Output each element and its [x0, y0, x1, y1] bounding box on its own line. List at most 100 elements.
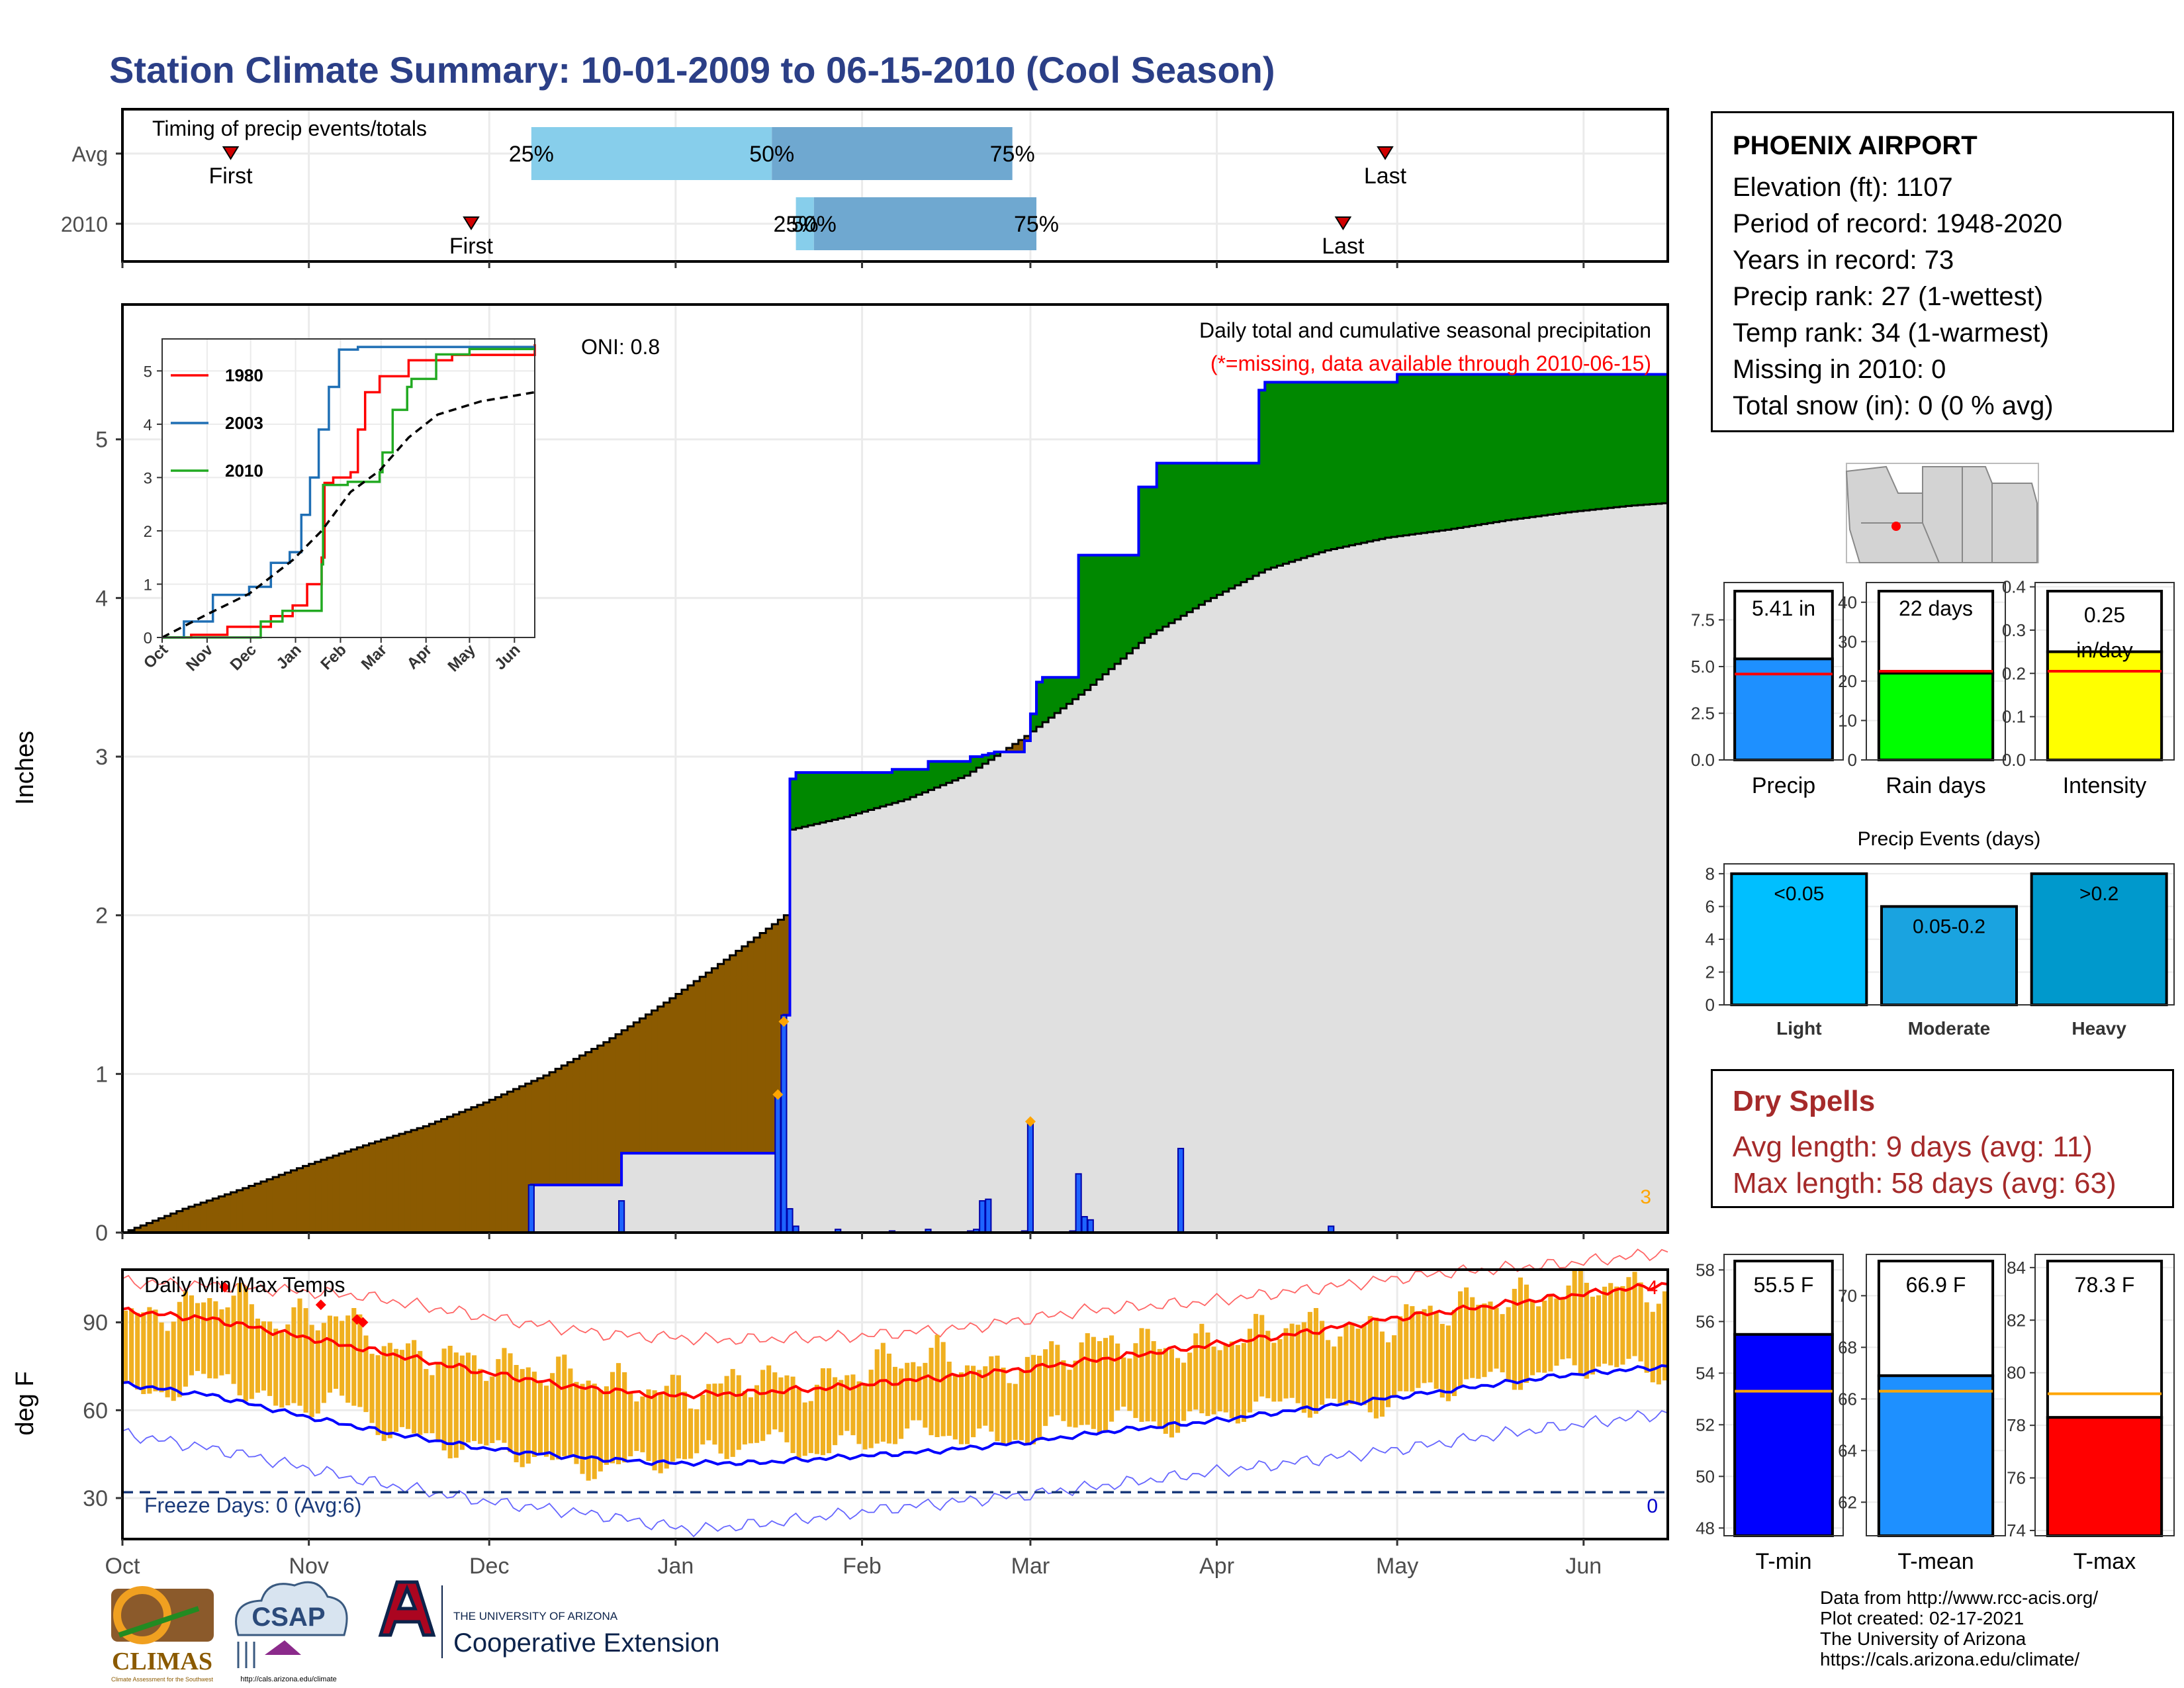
climas-logo-subtext: Climate Assessment for the Southwest	[111, 1676, 214, 1683]
main-daily-bar	[786, 1208, 794, 1233]
events-category-label: Light	[1776, 1018, 1821, 1039]
small-chart-ytick-label: 0.0	[2002, 750, 2026, 770]
temps-record-low-count: 0	[1647, 1495, 1658, 1517]
temps-record-max-line	[122, 1248, 1668, 1346]
climas-logo-stroke	[118, 1606, 200, 1638]
timing-p75-label: 75%	[1014, 212, 1059, 237]
temps-xtick-label: Apr	[1199, 1554, 1234, 1579]
main-daily-bar	[618, 1200, 625, 1233]
small-chart-value-label: 22 days	[1899, 596, 1973, 620]
temps-record-marker	[219, 1282, 230, 1293]
inset-series-line	[162, 344, 536, 639]
station-missing: Missing in 2010: 0	[1733, 355, 1946, 384]
small-chart-value-label: 5.41 in	[1752, 596, 1815, 620]
main-daily-bar	[780, 1014, 788, 1233]
timing-event-marker	[463, 216, 480, 230]
small-chart-label-box	[1877, 590, 1995, 675]
small-chart-bar-front	[2046, 650, 2163, 762]
temps-frame	[121, 1268, 1669, 1540]
temps-title: Daily Min/Max Temps	[144, 1273, 345, 1297]
temps-xtick-label: Jun	[1565, 1554, 1602, 1579]
small-chart-category-label: Intensity	[2063, 773, 2147, 798]
small-chart-frame	[2034, 1254, 2175, 1536]
timing-p25-label: 25%	[509, 142, 554, 167]
timing-p25-label: 25%	[774, 212, 819, 237]
events-category-label: Moderate	[1908, 1018, 1990, 1039]
main-daily-bar	[774, 1094, 782, 1233]
main-daily-bar	[985, 1198, 992, 1233]
ua-logo-top: THE UNIVERSITY OF ARIZONA	[453, 1610, 618, 1622]
ua-logo: THE UNIVERSITY OF ARIZONA Cooperative Ex…	[378, 1580, 719, 1658]
small-chart-ytick-label: 10	[1838, 710, 1857, 730]
temps-xtick-label: Oct	[105, 1554, 140, 1579]
small-chart-ytick-label: 56	[1696, 1311, 1715, 1331]
small-chart-ytick-label: 74	[2007, 1521, 2026, 1540]
small-chart-category-label: T-max	[2073, 1549, 2136, 1574]
main-ytick-label: 1	[95, 1062, 108, 1087]
small-chart-ytick-label: 68	[1838, 1337, 1857, 1357]
logos: CLIMAS Climate Assessment for the Southw…	[111, 1580, 719, 1683]
inset-ytick-label: 3	[144, 469, 152, 487]
events-ytick-label: 8	[1706, 864, 1715, 884]
temps-xtick-label: Mar	[1011, 1554, 1050, 1579]
small-chart-label-box	[1877, 1260, 1995, 1378]
small-chart-ytick-label: 40	[1838, 592, 1857, 612]
small-chart-ytick-label: 50	[1696, 1466, 1715, 1486]
timing-frame	[121, 108, 1669, 263]
small-chart-ytick-label: 0.3	[2002, 620, 2026, 640]
station-snow: Total snow (in): 0 (0 % avg)	[1733, 391, 2054, 420]
events-ytick-label: 6	[1706, 896, 1715, 916]
timing-bar-50-75	[772, 127, 1013, 180]
main-corner-count: 3	[1640, 1186, 1651, 1208]
credits: Data from http://www.rcc-acis.org/ Plot …	[1820, 1587, 2098, 1669]
timing-event-marker	[222, 146, 240, 160]
timing-event-marker	[1334, 216, 1352, 230]
small-chart-category-label: T-mean	[1897, 1549, 1974, 1574]
timing-event-label: First	[208, 164, 253, 189]
small-chart-category-label: Precip	[1752, 773, 1815, 798]
csap-logo-text: CSAP	[251, 1603, 325, 1632]
small-chart-frame	[2034, 582, 2175, 761]
small-chart-label-box	[2046, 1260, 2163, 1419]
station-precip-rank: Precip rank: 27 (1-wettest)	[1733, 282, 2044, 311]
ua-logo-bottom: Cooperative Extension	[453, 1628, 719, 1658]
climas-logo: CLIMAS Climate Assessment for the Southw…	[111, 1586, 214, 1683]
credits-data-source: Data from http://www.rcc-acis.org/	[1820, 1587, 2099, 1608]
small-chart-ytick-label: 82	[2007, 1310, 2026, 1330]
temps-record-min-line	[122, 1410, 1668, 1538]
events-title: Precip Events (days)	[1858, 828, 2041, 850]
temps-panel: Daily Min/Max Temps Freeze Days: 0 (Avg:6…	[11, 1248, 1669, 1579]
events-bar	[2030, 872, 2168, 1007]
small-chart-ytick-label: 70	[1838, 1286, 1857, 1305]
main-daily-bar	[1087, 1219, 1094, 1234]
main-frame	[121, 303, 1669, 1234]
main-daily-bar	[979, 1200, 986, 1233]
temps-daily-bars	[123, 1268, 1667, 1481]
temps-record-marker	[357, 1317, 369, 1328]
station-temp-rank: Temp rank: 34 (1-warmest)	[1733, 318, 2049, 348]
small-chart-frame	[1866, 582, 2006, 761]
small-chart-frame	[1723, 1254, 1844, 1536]
small-chart-category-label: T-min	[1756, 1549, 1812, 1574]
inset-frame	[161, 338, 535, 638]
events-bar-label: >0.2	[2079, 883, 2118, 905]
small-chart-ytick-label: 5.0	[1691, 657, 1715, 677]
ua-logo-a	[378, 1580, 436, 1637]
events-ytick-label: 0	[1706, 995, 1715, 1015]
map-borders	[1861, 467, 1993, 563]
timing-p50-label: 50%	[792, 212, 837, 237]
climas-logo-text: CLIMAS	[112, 1648, 212, 1675]
station-period: Period of record: 1948-2020	[1733, 209, 2063, 238]
temps-xtick-label: Dec	[469, 1554, 509, 1579]
small-chart-category-label: Rain days	[1886, 773, 1985, 798]
small-chart-ytick-label: 7.5	[1691, 610, 1715, 630]
station-location-dot	[1891, 522, 1901, 531]
temps-ytick-label: 30	[83, 1486, 108, 1511]
main-ytick-label: 4	[95, 586, 108, 611]
events-bar	[1880, 905, 2018, 1007]
inset-ytick-label: 4	[144, 416, 152, 434]
small-chart-ytick-label: 0.0	[1691, 750, 1715, 770]
